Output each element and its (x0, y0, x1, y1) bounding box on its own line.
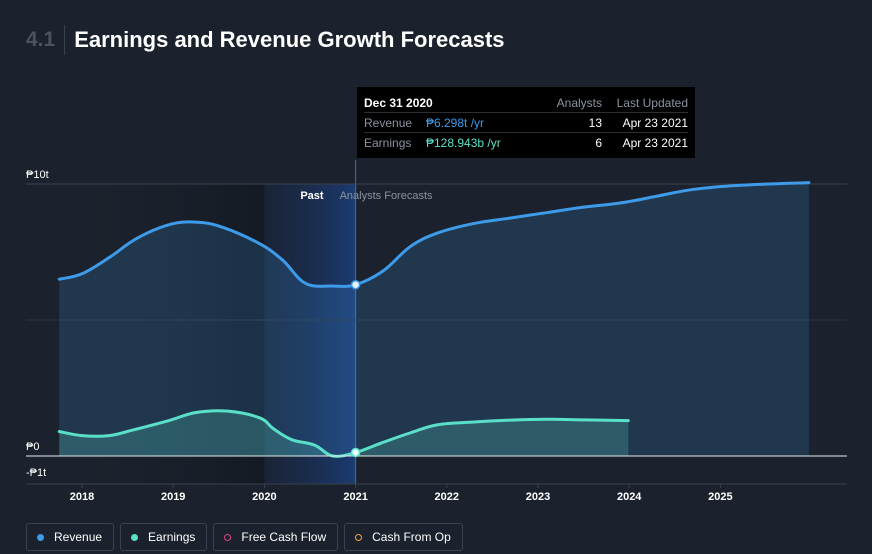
section-number: 4.1 (26, 28, 56, 51)
earnings-point-marker (350, 447, 361, 458)
legend-dot-icon (355, 533, 363, 541)
tooltip-date: Dec 31 2020 (364, 95, 433, 110)
y-tick-label: -₱1t (26, 467, 46, 479)
chart-tooltip: Dec 31 2020 Analysts Last Updated Revenu… (357, 87, 695, 158)
y-tick-label: ₱10t (26, 169, 49, 181)
tooltip-label: Revenue (364, 115, 413, 130)
legend-label: Cash From Op (372, 530, 451, 544)
legend-free-cash-flow-toggle[interactable]: Free Cash Flow (213, 523, 339, 551)
x-tick-label: 2022 (435, 491, 459, 503)
chart-legend: Revenue Earnings Free Cash Flow Cash Fro… (26, 523, 463, 551)
tooltip-updated-header: Last Updated (616, 95, 688, 110)
x-tick-label: 2019 (161, 491, 185, 503)
earnings-line (57, 409, 630, 458)
section-header: 4.1 Earnings and Revenue Growth Forecast… (26, 24, 505, 56)
tooltip-analysts: 6 (595, 135, 602, 150)
tooltip-header: Dec 31 2020 Analysts Last Updated (364, 93, 688, 113)
revenue-line (57, 181, 811, 288)
tooltip-row-earnings: Earnings ₱128.943b /yr 6 Apr 23 2021 (364, 133, 688, 152)
legend-label: Earnings (148, 530, 196, 544)
x-tick-label: 2024 (617, 491, 642, 503)
page-title: Earnings and Revenue Growth Forecasts (74, 27, 505, 52)
tooltip-analysts: 13 (588, 115, 602, 130)
revenue-area (59, 182, 809, 456)
past-region-shade (59, 184, 265, 484)
y-tick-label: ₱0 (26, 441, 39, 453)
x-tick-label: 2018 (70, 491, 94, 503)
tooltip-updated: Apr 23 2021 (622, 135, 688, 150)
legend-dot-icon (131, 533, 139, 541)
legend-label: Revenue (54, 530, 103, 544)
x-tick-label: 2023 (526, 491, 550, 503)
tooltip-analysts-header: Analysts (556, 95, 602, 110)
forecast-label: Analysts Forecasts (340, 190, 433, 202)
legend-label: Free Cash Flow (241, 530, 327, 544)
legend-cash-from-op-toggle[interactable]: Cash From Op (344, 523, 463, 551)
tooltip-updated: Apr 23 2021 (622, 115, 688, 130)
tooltip-label: Earnings (364, 135, 412, 150)
legend-revenue-toggle[interactable]: Revenue (26, 523, 115, 551)
x-tick-label: 2021 (343, 491, 367, 503)
tooltip-value: ₱6.298t /yr (426, 115, 485, 130)
header-divider (64, 25, 66, 55)
tooltip-value: ₱128.943b /yr (426, 135, 501, 150)
past-label: Past (300, 190, 324, 202)
tooltip-row-revenue: Revenue ₱6.298t /yr 13 Apr 23 2021 (364, 113, 688, 133)
legend-dot-icon (37, 533, 44, 541)
revenue-point-marker (350, 279, 361, 290)
x-tick-label: 2020 (252, 491, 276, 503)
x-tick-label: 2025 (708, 491, 732, 503)
legend-dot-icon (224, 533, 232, 541)
legend-earnings-toggle[interactable]: Earnings (120, 523, 208, 551)
